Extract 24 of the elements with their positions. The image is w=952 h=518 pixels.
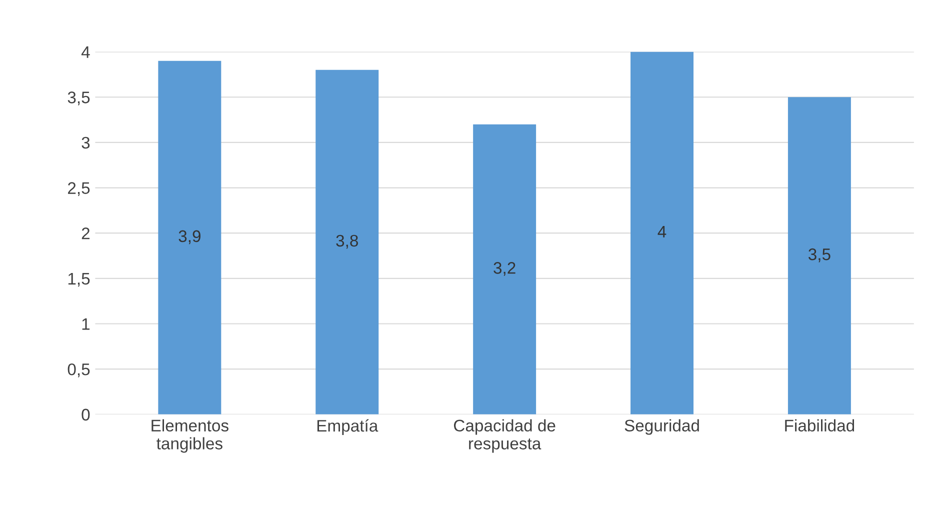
y-tick-label: 2,5: [68, 182, 90, 196]
y-tick-label: 1,5: [68, 273, 90, 287]
y-tick-label: 0: [82, 408, 90, 421]
y-tick-label: 1: [82, 318, 90, 330]
x-tick-label: Capacidad de respuesta: [454, 419, 556, 453]
bar: [316, 70, 379, 414]
x-tick-label: Fiabilidad: [785, 419, 854, 432]
data-label: 3,9: [178, 230, 200, 244]
y-tick-label: 3: [82, 136, 90, 149]
bar: [788, 97, 851, 414]
x-tick-label: Seguridad: [624, 419, 699, 435]
x-tick-label: Empatía: [317, 419, 378, 435]
bar: [473, 124, 536, 414]
data-label: 3,5: [808, 248, 830, 262]
y-tick-label: 4: [81, 46, 90, 58]
data-label: 3,8: [336, 234, 358, 249]
bar: [158, 60, 222, 414]
y-tick-label: 2: [82, 228, 90, 240]
x-tick-label: Elementos tangibles: [152, 419, 228, 453]
data-label: 3,2: [494, 262, 516, 276]
y-tick-label: 3,5: [68, 92, 90, 106]
bar: [630, 52, 694, 414]
data-label: 4: [658, 226, 666, 238]
y-tick-label: 0,5: [68, 363, 90, 378]
